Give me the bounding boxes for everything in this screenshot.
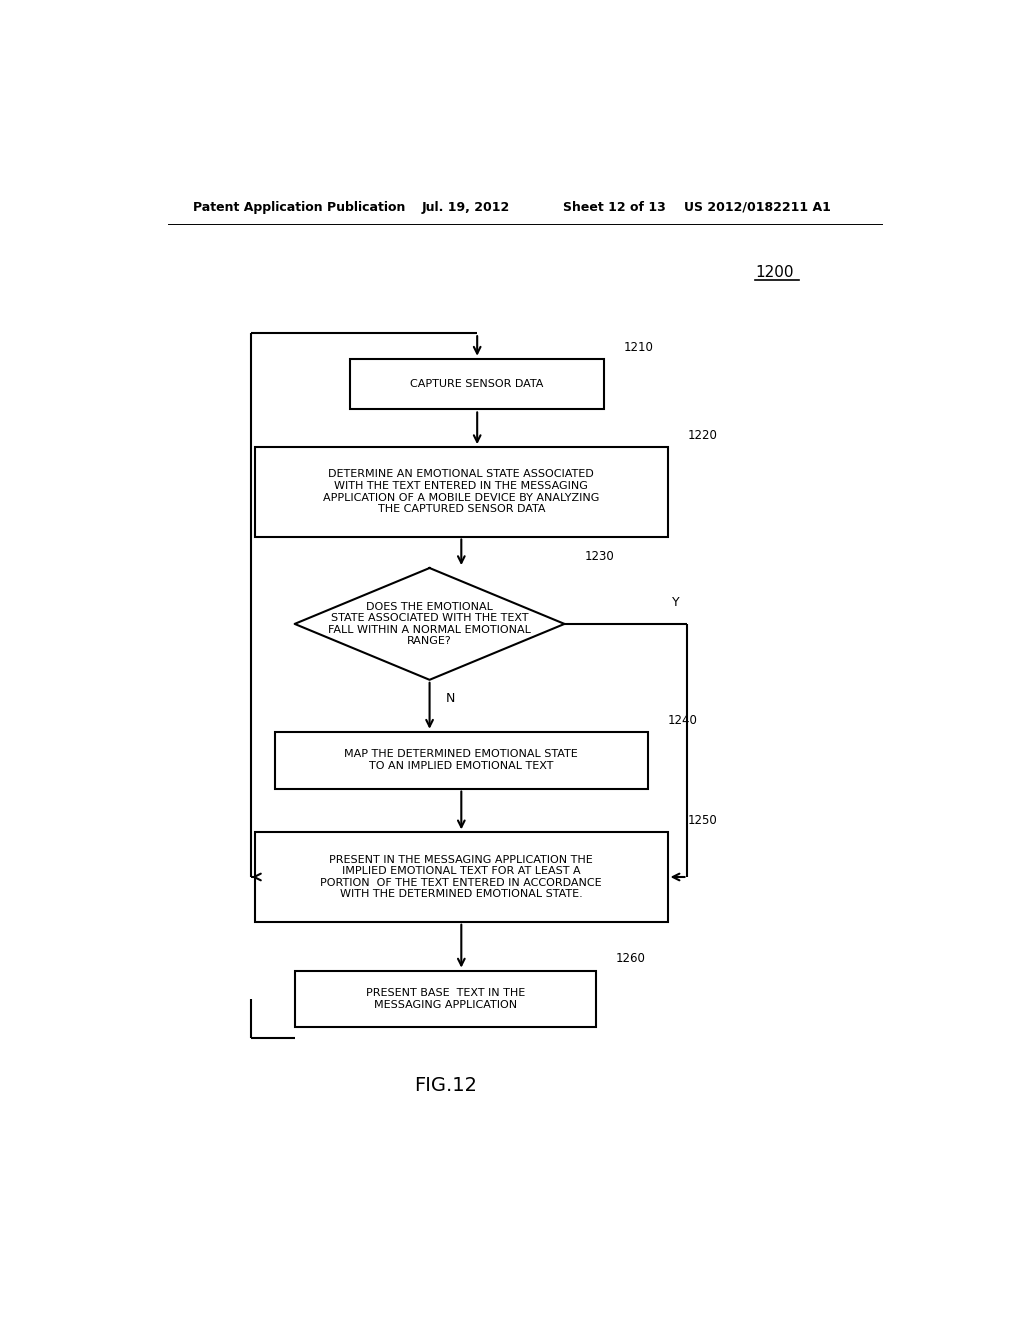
Text: US 2012/0182211 A1: US 2012/0182211 A1 (684, 201, 830, 214)
Text: 1220: 1220 (687, 429, 718, 442)
Text: Sheet 12 of 13: Sheet 12 of 13 (563, 201, 666, 214)
Text: 1230: 1230 (585, 550, 614, 562)
Text: 1250: 1250 (687, 814, 717, 828)
Text: PRESENT IN THE MESSAGING APPLICATION THE
IMPLIED EMOTIONAL TEXT FOR AT LEAST A
P: PRESENT IN THE MESSAGING APPLICATION THE… (321, 854, 602, 899)
Polygon shape (295, 568, 564, 680)
Text: 1260: 1260 (616, 953, 646, 965)
Text: Patent Application Publication: Patent Application Publication (194, 201, 406, 214)
Text: N: N (445, 692, 455, 705)
Text: FIG.12: FIG.12 (414, 1076, 477, 1094)
Text: CAPTURE SENSOR DATA: CAPTURE SENSOR DATA (411, 379, 544, 389)
Text: Jul. 19, 2012: Jul. 19, 2012 (422, 201, 510, 214)
Text: PRESENT BASE  TEXT IN THE
MESSAGING APPLICATION: PRESENT BASE TEXT IN THE MESSAGING APPLI… (366, 989, 525, 1010)
Text: MAP THE DETERMINED EMOTIONAL STATE
TO AN IMPLIED EMOTIONAL TEXT: MAP THE DETERMINED EMOTIONAL STATE TO AN… (344, 750, 579, 771)
FancyBboxPatch shape (255, 833, 668, 921)
FancyBboxPatch shape (255, 447, 668, 536)
Text: DOES THE EMOTIONAL
STATE ASSOCIATED WITH THE TEXT
FALL WITHIN A NORMAL EMOTIONAL: DOES THE EMOTIONAL STATE ASSOCIATED WITH… (328, 602, 531, 647)
Text: 1210: 1210 (624, 341, 654, 354)
Text: 1240: 1240 (668, 714, 697, 726)
FancyBboxPatch shape (295, 970, 596, 1027)
FancyBboxPatch shape (274, 731, 648, 788)
Text: DETERMINE AN EMOTIONAL STATE ASSOCIATED
WITH THE TEXT ENTERED IN THE MESSAGING
A: DETERMINE AN EMOTIONAL STATE ASSOCIATED … (324, 470, 599, 515)
FancyBboxPatch shape (350, 359, 604, 409)
Text: Y: Y (672, 595, 680, 609)
Text: 1200: 1200 (755, 265, 794, 280)
